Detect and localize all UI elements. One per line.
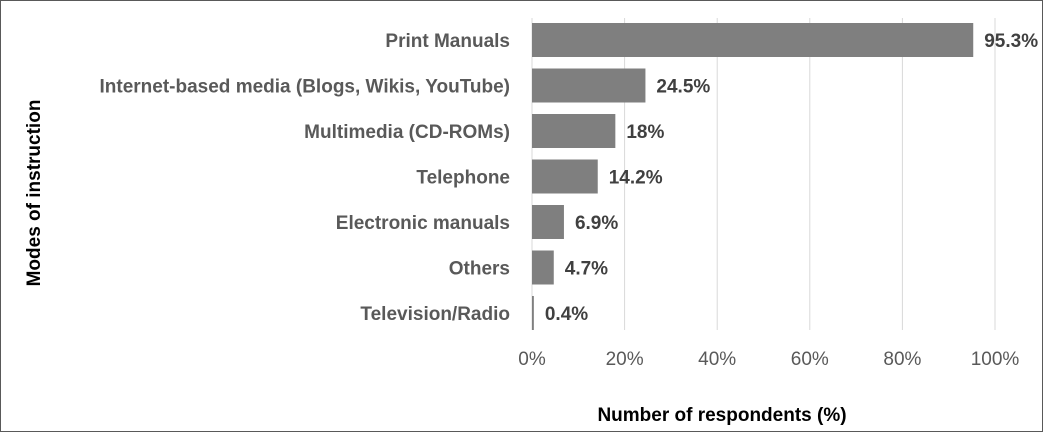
x-tick-label: 60% [791,349,829,370]
bar [532,23,974,57]
x-tick-label: 40% [698,349,736,370]
data-label: 6.9% [575,213,618,234]
category-label: Internet-based media (Blogs, Wikis, YouT… [100,77,511,98]
category-label: Multimedia (CD-ROMs) [304,122,510,143]
x-tick-label: 0% [518,349,546,370]
data-labels: 95.3% 24.5% 18% 14.2% 6.9% 4.7% 0.4% [545,31,1038,325]
bar [532,68,646,103]
x-axis-ticks: 0% 20% 40% 60% 80% 100% [518,349,1019,370]
x-tick-label: 80% [883,349,921,370]
x-axis-title: Number of respondents (%) [597,405,846,426]
category-label: Print Manuals [385,31,510,52]
bar [532,114,616,148]
category-label: Television/Radio [360,304,510,325]
data-label: 95.3% [984,31,1038,52]
data-label: 18% [626,122,664,143]
x-tick-label: 20% [606,349,644,370]
bar [532,205,564,239]
category-labels: Print Manuals Internet-based media (Blogs… [100,31,511,325]
bar [532,250,554,285]
x-tick-label: 100% [971,349,1020,370]
category-label: Electronic manuals [336,213,510,234]
bar [532,159,598,194]
y-axis-title: Modes of instruction [24,100,45,287]
data-label: 0.4% [545,304,588,325]
data-label: 4.7% [565,259,608,280]
data-label: 14.2% [609,168,663,189]
bars [532,23,974,330]
category-label: Others [449,259,510,280]
category-label: Telephone [416,168,510,189]
bar [532,296,534,330]
data-label: 24.5% [656,77,710,98]
